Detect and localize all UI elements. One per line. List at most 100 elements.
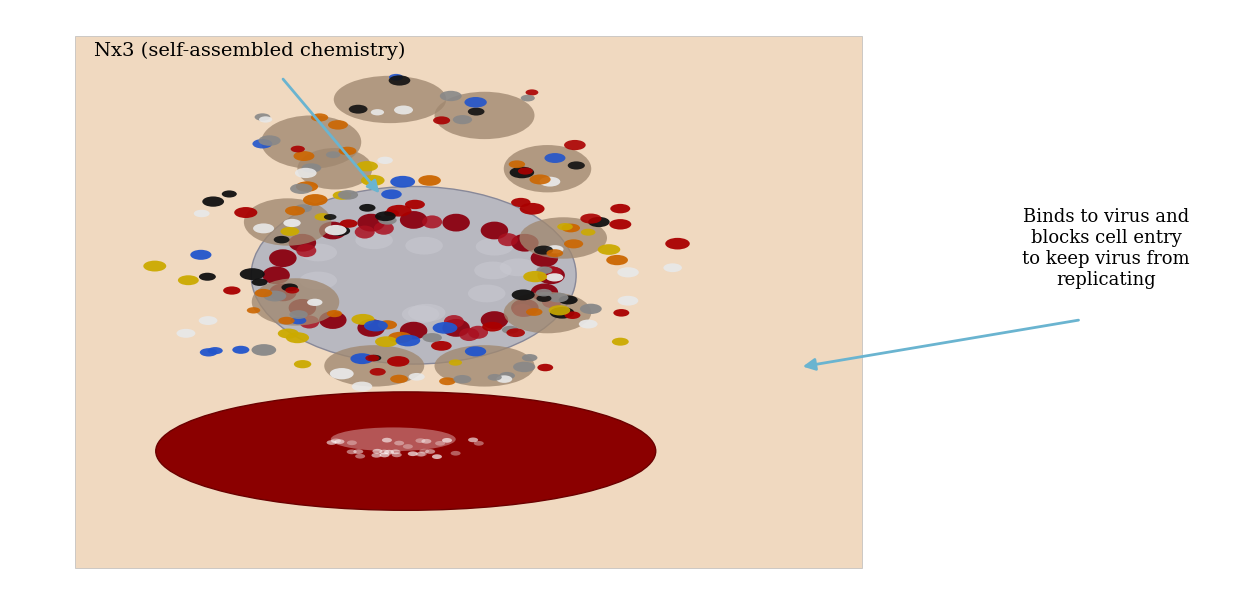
Circle shape [496,375,512,383]
Circle shape [371,109,384,115]
Circle shape [419,449,429,453]
Circle shape [294,360,311,368]
Circle shape [550,307,575,318]
Ellipse shape [269,249,296,267]
Circle shape [351,382,372,391]
Circle shape [246,307,260,314]
Circle shape [328,120,348,130]
Circle shape [278,329,299,339]
Circle shape [518,168,532,175]
Ellipse shape [244,198,331,246]
Ellipse shape [531,249,559,267]
Circle shape [389,75,410,86]
Circle shape [259,136,280,146]
Circle shape [339,147,356,155]
Ellipse shape [408,304,445,321]
Circle shape [289,310,308,319]
Circle shape [525,89,539,95]
Circle shape [612,337,629,346]
Circle shape [331,439,341,443]
Circle shape [468,437,478,442]
Circle shape [294,151,315,161]
Ellipse shape [261,115,361,169]
Circle shape [568,162,585,169]
Circle shape [506,329,525,337]
Circle shape [190,250,211,260]
Ellipse shape [262,266,290,284]
Circle shape [208,347,222,354]
Circle shape [610,204,630,213]
Ellipse shape [357,319,385,337]
Ellipse shape [400,211,428,229]
Circle shape [618,267,639,278]
Circle shape [240,268,265,280]
Circle shape [432,454,442,459]
Circle shape [546,274,564,281]
Circle shape [501,326,519,334]
Circle shape [274,236,290,243]
Ellipse shape [442,319,470,337]
Circle shape [536,295,551,302]
Circle shape [546,245,564,253]
Ellipse shape [357,214,385,231]
Circle shape [431,341,451,350]
Ellipse shape [541,295,561,308]
Ellipse shape [300,272,338,289]
Circle shape [284,219,301,227]
Circle shape [540,177,560,186]
Circle shape [394,440,404,445]
Circle shape [280,227,299,236]
Circle shape [534,246,554,255]
Circle shape [202,197,224,207]
Text: Nx3 (self-assembled chemistry): Nx3 (self-assembled chemistry) [94,41,405,60]
Circle shape [285,206,305,215]
Circle shape [618,296,639,305]
Circle shape [340,219,357,228]
Circle shape [326,152,340,158]
Ellipse shape [400,322,428,339]
Circle shape [432,117,450,124]
Circle shape [253,223,274,233]
Circle shape [355,454,365,459]
Circle shape [389,74,404,81]
Ellipse shape [459,328,479,341]
Circle shape [454,375,471,384]
Circle shape [581,229,595,236]
Circle shape [324,214,336,220]
Circle shape [301,163,321,173]
Circle shape [465,346,486,356]
Circle shape [558,223,572,230]
Ellipse shape [531,284,559,301]
Circle shape [325,225,346,235]
Circle shape [264,291,286,301]
Circle shape [356,161,377,171]
Circle shape [368,355,381,361]
Circle shape [379,450,389,455]
Circle shape [384,210,399,217]
Circle shape [536,289,552,297]
Circle shape [364,320,388,332]
Circle shape [418,452,428,456]
Circle shape [177,275,199,285]
Circle shape [359,204,375,212]
Circle shape [251,278,268,286]
Circle shape [520,203,545,215]
Circle shape [380,453,390,458]
Ellipse shape [442,214,470,231]
Circle shape [390,176,415,188]
Ellipse shape [319,311,346,329]
Circle shape [311,113,329,121]
Circle shape [499,372,515,379]
Circle shape [255,113,270,121]
Circle shape [200,348,217,356]
Ellipse shape [319,221,346,239]
Circle shape [564,140,586,150]
Circle shape [259,116,272,123]
Circle shape [510,167,534,178]
Circle shape [524,271,548,282]
Circle shape [564,239,584,249]
Ellipse shape [498,233,518,246]
Circle shape [521,354,538,362]
Circle shape [474,441,484,446]
Circle shape [144,260,166,272]
